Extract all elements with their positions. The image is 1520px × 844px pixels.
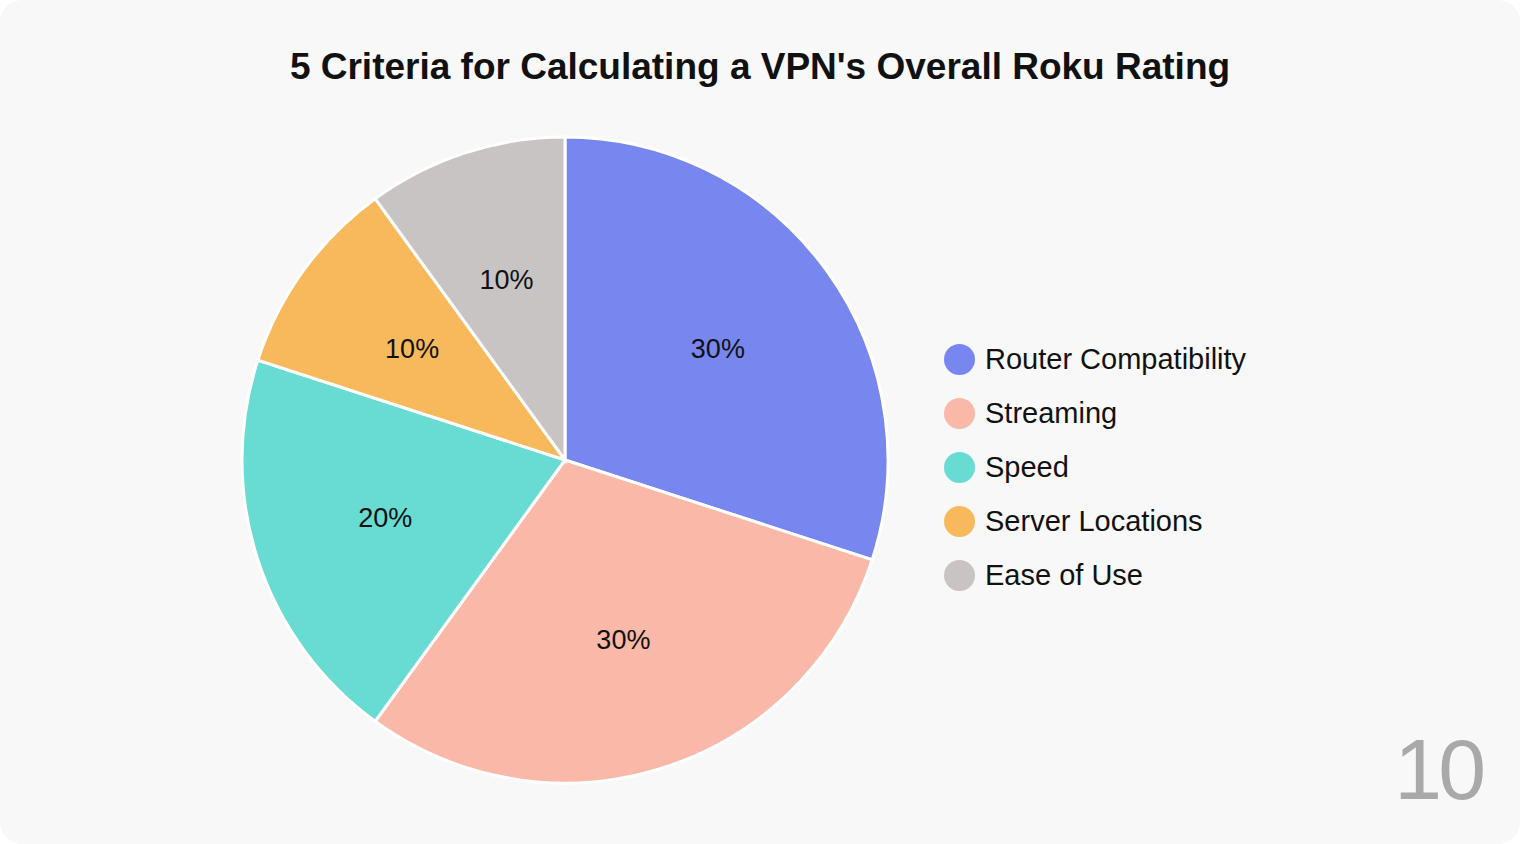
html-text:Server Locations: Server Locations	[985, 504, 1203, 537]
svg-text:30%: 30%	[691, 334, 745, 364]
html-text:Speed: Speed	[985, 450, 1069, 483]
html-text:5 Criteria for Calculating a V: 5 Criteria for Calculating a VPN's Overa…	[289, 46, 1231, 87]
html-text:Router Compatibility: Router Compatibility	[985, 342, 1247, 375]
html-text:10: 10	[1394, 721, 1482, 817]
svg-text:10%: 10%	[480, 265, 534, 295]
svg-text:10%: 10%	[385, 334, 439, 364]
svg-text:30%: 30%	[596, 625, 650, 655]
svg-text:20%: 20%	[358, 503, 412, 533]
html-text:Ease of Use: Ease of Use	[985, 558, 1143, 591]
html-text:Streaming: Streaming	[985, 396, 1118, 429]
